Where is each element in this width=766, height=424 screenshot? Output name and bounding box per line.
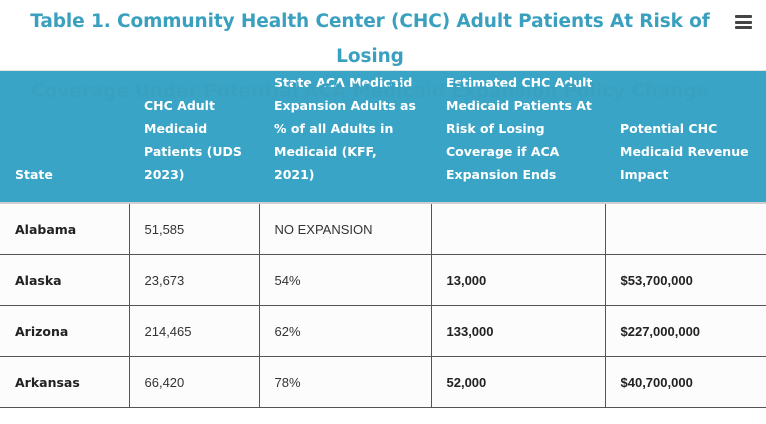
cell-expansion-percent: 78%	[259, 356, 432, 408]
cell-patients-at-risk	[431, 203, 606, 255]
column-header-expansion-percent[interactable]: State ACA Medicaid Expansion Adults as %…	[259, 71, 431, 204]
cell-chc-patients: 51,585	[129, 203, 260, 255]
column-header-revenue-impact[interactable]: Potential CHC Medicaid Revenue Impact	[605, 71, 766, 204]
column-header-patients-at-risk[interactable]: Estimated CHC Adult Medicaid Patients At…	[431, 71, 605, 204]
title-bar: Table 1. Community Health Center (CHC) A…	[0, 0, 766, 102]
cell-chc-patients: 23,673	[129, 254, 260, 306]
table-row: Alaska 23,673 54% 13,000 $53,700,000	[0, 254, 766, 306]
column-header-state[interactable]: State	[0, 71, 129, 204]
header-row: State CHC Adult Medicaid Patients (UDS 2…	[0, 71, 766, 204]
cell-expansion-percent: 62%	[259, 305, 432, 357]
cell-expansion-percent: 54%	[259, 254, 432, 306]
data-table: State CHC Adult Medicaid Patients (UDS 2…	[0, 71, 766, 408]
cell-revenue-impact: $53,700,000	[605, 254, 766, 306]
cell-revenue-impact: $40,700,000	[605, 356, 766, 408]
table-body: Alabama 51,585 NO EXPANSION Alaska 23,67…	[0, 203, 766, 408]
table-title: Table 1. Community Health Center (CHC) A…	[0, 4, 740, 109]
cell-patients-at-risk: 52,000	[431, 356, 606, 408]
table-row: Alabama 51,585 NO EXPANSION	[0, 203, 766, 255]
table-title-line-2: Coverage Under Potential ACA Medicaid Ex…	[31, 81, 709, 102]
table-header: State CHC Adult Medicaid Patients (UDS 2…	[0, 71, 766, 204]
table-row: Arkansas 66,420 78% 52,000 $40,700,000	[0, 356, 766, 408]
table-title-line-1: Table 1. Community Health Center (CHC) A…	[30, 11, 710, 67]
cell-state: Alabama	[0, 203, 130, 255]
cell-patients-at-risk: 13,000	[431, 254, 606, 306]
cell-state: Alaska	[0, 254, 130, 306]
cell-chc-patients: 66,420	[129, 356, 260, 408]
cell-chc-patients: 214,465	[129, 305, 260, 357]
cell-expansion-percent: NO EXPANSION	[259, 203, 432, 255]
cell-revenue-impact	[605, 203, 766, 255]
cell-state: Arkansas	[0, 356, 130, 408]
cell-state: Arizona	[0, 305, 130, 357]
table-row: Arizona 214,465 62% 133,000 $227,000,000	[0, 305, 766, 357]
cell-patients-at-risk: 133,000	[431, 305, 606, 357]
hamburger-menu-icon[interactable]	[735, 15, 752, 29]
column-header-chc-medicaid-patients[interactable]: CHC Adult Medicaid Patients (UDS 2023)	[129, 71, 259, 204]
cell-revenue-impact: $227,000,000	[605, 305, 766, 357]
